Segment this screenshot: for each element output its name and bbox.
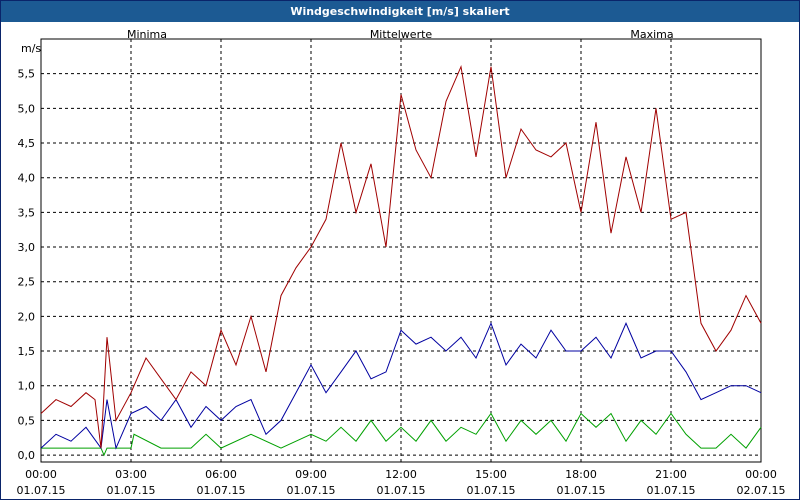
plot-frame xyxy=(40,38,762,463)
x-tick-time: 09:00 xyxy=(295,468,327,481)
series-line-mittelwerte xyxy=(40,321,762,450)
x-tick-time: 03:00 xyxy=(115,468,147,481)
y-tick-label: 3,0 xyxy=(18,241,36,254)
x-tick-time: 00:00 xyxy=(25,468,57,481)
window-title: Windgeschwindigkeit [m/s] skaliert xyxy=(1,1,799,22)
legend-mittelwerte: Mittelwerte xyxy=(370,28,433,41)
x-tick-date: 01.07.15 xyxy=(17,484,66,497)
y-tick-label: 2,0 xyxy=(18,310,36,323)
x-tick-time: 21:00 xyxy=(655,468,687,481)
x-tick-date: 01.07.15 xyxy=(467,484,516,497)
y-tick-label: 0,0 xyxy=(18,449,36,462)
x-tick-date: 01.07.15 xyxy=(107,484,156,497)
y-tick-label: 3,5 xyxy=(18,206,36,219)
legend-minima: Minima xyxy=(127,28,167,41)
y-tick-label: 4,5 xyxy=(18,137,36,150)
wind-speed-chart: Minima Mittelwerte Maxima m/s 0,0 0,5 1,0 1… xyxy=(17,28,786,497)
y-axis-label: m/s xyxy=(21,42,41,55)
x-tick-date: 01.07.15 xyxy=(197,484,246,497)
x-tick-date: 01.07.15 xyxy=(557,484,606,497)
x-tick-time: 06:00 xyxy=(205,468,237,481)
y-tick-label: 2,5 xyxy=(18,276,36,289)
series-line-maxima xyxy=(40,64,762,449)
y-tick-label: 5,0 xyxy=(18,102,36,115)
x-tick-time: 00:00 xyxy=(745,468,777,481)
y-tick-label: 1,5 xyxy=(18,345,36,358)
y-tick-label: 4,0 xyxy=(18,172,36,185)
legend-maxima: Maxima xyxy=(630,28,673,41)
y-tick-label: 5,5 xyxy=(18,68,36,81)
series-line-minima xyxy=(41,412,762,457)
x-tick-date: 01.07.15 xyxy=(377,484,426,497)
x-tick-time: 12:00 xyxy=(385,468,417,481)
x-tick-date: 02.07.15 xyxy=(737,484,786,497)
x-tick-time: 15:00 xyxy=(475,468,507,481)
x-tick-time: 18:00 xyxy=(565,468,597,481)
y-tick-label: 0,5 xyxy=(18,414,36,427)
y-tick-label: 1,0 xyxy=(18,380,36,393)
x-tick-date: 01.07.15 xyxy=(287,484,336,497)
x-tick-date: 01.07.15 xyxy=(647,484,696,497)
